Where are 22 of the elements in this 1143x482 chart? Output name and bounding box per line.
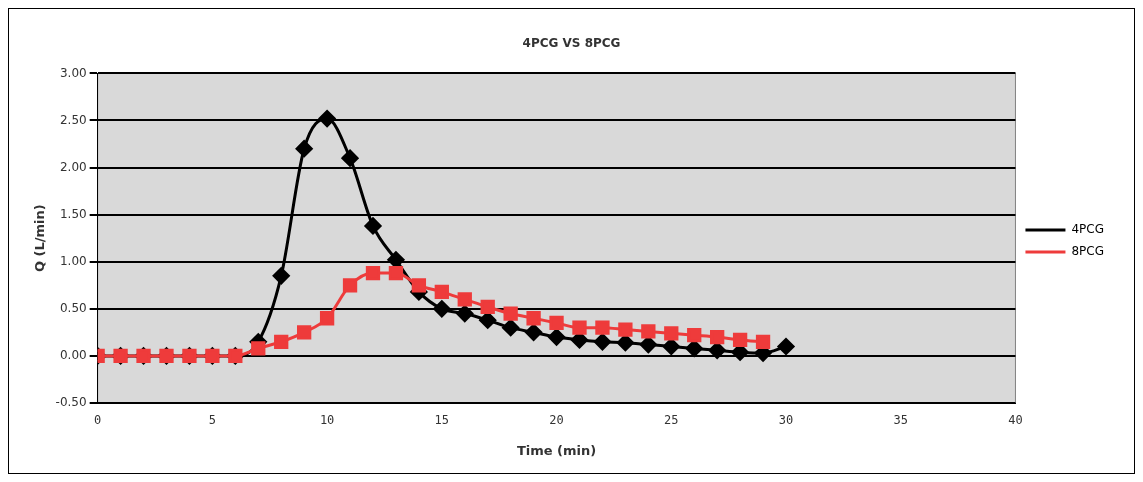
legend-label: 8PCG [1071, 244, 1105, 259]
legend-label: 4PCG [1071, 222, 1105, 237]
x-axis-title: Time (min) [516, 442, 597, 458]
x-tick-label: 40 [1008, 413, 1023, 428]
y-tick-label: 0.50 [59, 300, 87, 315]
y-tick-label: 2.50 [59, 112, 87, 127]
y-tick-label: -0.50 [55, 395, 87, 410]
x-tick-label: 15 [434, 413, 450, 428]
x-tick-label: 30 [778, 413, 794, 428]
x-tick-label: 5 [208, 413, 216, 428]
y-tick-label: 1.00 [59, 253, 87, 268]
x-tick-label: 20 [549, 413, 564, 428]
y-tick-label: 2.00 [59, 159, 87, 174]
y-tick-label: 1.50 [59, 206, 87, 221]
chart-title: 4PCG VS 8PCG [522, 36, 621, 51]
x-tick-label: 25 [664, 413, 679, 428]
x-tick-label: 0 [94, 413, 102, 428]
y-tick-label: 3.00 [59, 65, 87, 80]
y-tick-label: 0.00 [59, 348, 87, 363]
x-tick-label: 35 [893, 413, 908, 428]
y-axis-title: Q (L/min) [32, 204, 48, 273]
x-tick-label: 10 [319, 413, 335, 428]
